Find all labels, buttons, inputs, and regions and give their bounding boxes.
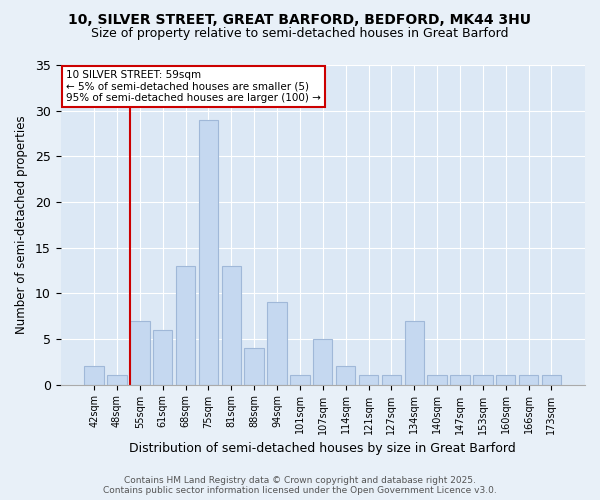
Bar bbox=[450, 376, 470, 384]
Bar bbox=[244, 348, 264, 385]
Bar bbox=[496, 376, 515, 384]
Y-axis label: Number of semi-detached properties: Number of semi-detached properties bbox=[15, 116, 28, 334]
Text: Contains HM Land Registry data © Crown copyright and database right 2025.
Contai: Contains HM Land Registry data © Crown c… bbox=[103, 476, 497, 495]
Bar bbox=[199, 120, 218, 384]
Text: 10 SILVER STREET: 59sqm
← 5% of semi-detached houses are smaller (5)
95% of semi: 10 SILVER STREET: 59sqm ← 5% of semi-det… bbox=[66, 70, 320, 103]
Bar bbox=[221, 266, 241, 384]
Bar bbox=[427, 376, 447, 384]
Text: 10, SILVER STREET, GREAT BARFORD, BEDFORD, MK44 3HU: 10, SILVER STREET, GREAT BARFORD, BEDFOR… bbox=[68, 12, 532, 26]
Bar bbox=[85, 366, 104, 384]
Bar bbox=[542, 376, 561, 384]
X-axis label: Distribution of semi-detached houses by size in Great Barford: Distribution of semi-detached houses by … bbox=[130, 442, 516, 455]
Text: Size of property relative to semi-detached houses in Great Barford: Size of property relative to semi-detach… bbox=[91, 28, 509, 40]
Bar bbox=[130, 320, 149, 384]
Bar bbox=[290, 376, 310, 384]
Bar bbox=[519, 376, 538, 384]
Bar bbox=[404, 320, 424, 384]
Bar bbox=[153, 330, 172, 384]
Bar bbox=[473, 376, 493, 384]
Bar bbox=[359, 376, 378, 384]
Bar bbox=[107, 376, 127, 384]
Bar bbox=[268, 302, 287, 384]
Bar bbox=[382, 376, 401, 384]
Bar bbox=[336, 366, 355, 384]
Bar bbox=[313, 339, 332, 384]
Bar bbox=[176, 266, 195, 384]
